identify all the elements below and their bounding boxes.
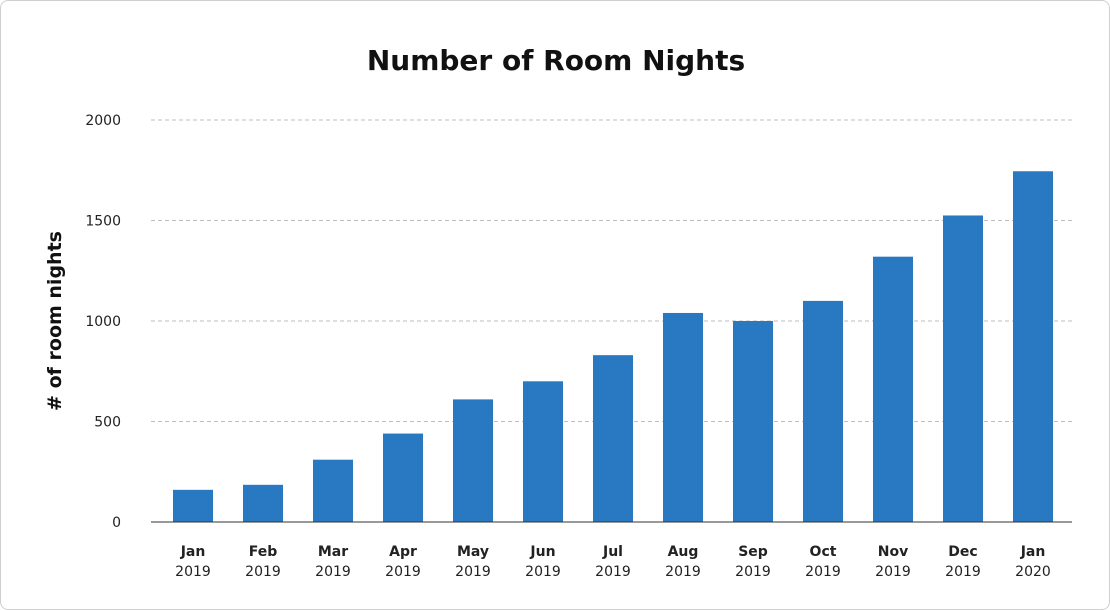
bar-jan-2019 xyxy=(173,489,213,522)
bar-jul-2019 xyxy=(593,355,633,522)
x-tick-year: 2019 xyxy=(385,564,421,580)
x-tick-month: Feb xyxy=(249,544,278,560)
x-tick-month: Apr xyxy=(389,544,417,560)
x-tick-year: 2019 xyxy=(735,564,771,580)
x-tick-year: 2020 xyxy=(1015,564,1051,580)
x-tick-month: Jun xyxy=(529,544,555,560)
x-tick-month: Sep xyxy=(738,544,768,560)
x-tick-year: 2019 xyxy=(525,564,561,580)
bar-dec-2019 xyxy=(943,215,983,522)
bars xyxy=(173,171,1053,522)
x-tick-year: 2019 xyxy=(245,564,281,580)
y-tick-label: 1000 xyxy=(85,314,121,330)
y-tick-label: 1500 xyxy=(85,214,121,230)
bar-sep-2019 xyxy=(733,321,773,522)
bar-jan-2020 xyxy=(1013,171,1053,522)
bar-apr-2019 xyxy=(383,433,423,522)
x-tick-month: Aug xyxy=(668,544,699,560)
x-tick-month: Dec xyxy=(948,544,977,560)
x-axis-ticks: Jan 2019 Feb 2019 Mar 2019 Apr 2019 May 2019 Jun 20… xyxy=(175,544,1051,580)
x-tick-month: Jan xyxy=(180,544,206,560)
x-tick-month: Oct xyxy=(810,544,837,560)
y-tick-label: 500 xyxy=(94,415,121,431)
bar-nov-2019 xyxy=(873,256,913,522)
x-tick-year: 2019 xyxy=(315,564,351,580)
bar-jun-2019 xyxy=(523,381,563,522)
x-tick-year: 2019 xyxy=(455,564,491,580)
y-axis-ticks: 0 500 1000 1500 2000 xyxy=(85,113,121,531)
bar-oct-2019 xyxy=(803,300,843,522)
x-tick-year: 2019 xyxy=(875,564,911,580)
x-tick-month: Jul xyxy=(602,544,623,560)
x-tick-month: Mar xyxy=(318,544,348,560)
x-tick-month: Nov xyxy=(878,544,908,560)
x-tick-year: 2019 xyxy=(945,564,981,580)
x-tick-year: 2019 xyxy=(665,564,701,580)
bar-mar-2019 xyxy=(313,459,353,522)
x-tick-month: May xyxy=(457,544,489,560)
x-tick-year: 2019 xyxy=(595,564,631,580)
x-tick-month: Jan xyxy=(1020,544,1046,560)
bar-feb-2019 xyxy=(243,484,283,522)
bar-aug-2019 xyxy=(663,312,703,522)
y-tick-label: 2000 xyxy=(85,113,121,129)
chart-title: Number of Room Nights xyxy=(367,44,745,77)
bar-may-2019 xyxy=(453,399,493,522)
y-axis-label: # of room nights xyxy=(44,231,66,411)
y-tick-label: 0 xyxy=(112,515,121,531)
x-tick-year: 2019 xyxy=(805,564,841,580)
x-tick-year: 2019 xyxy=(175,564,211,580)
